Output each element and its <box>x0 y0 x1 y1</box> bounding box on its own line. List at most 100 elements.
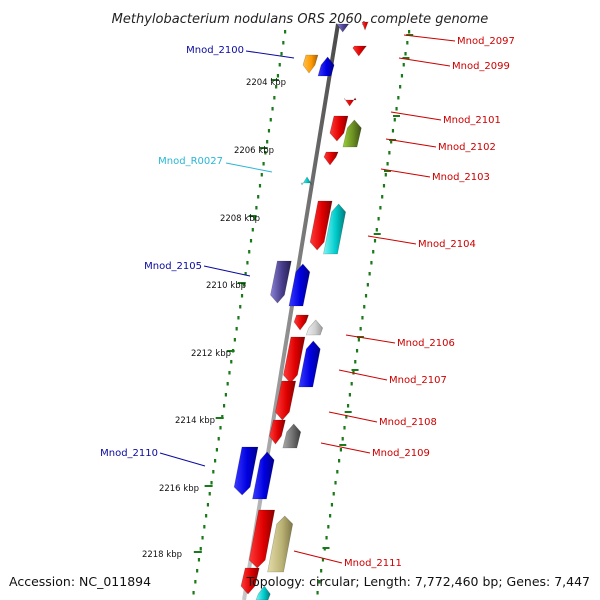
guide-dot-right <box>388 151 391 155</box>
gene-feature <box>323 203 346 255</box>
guide-dot-right <box>357 338 360 342</box>
guide-dot-right <box>338 459 341 463</box>
gene-feature <box>343 97 357 107</box>
guide-dot-left <box>258 184 262 188</box>
guide-dot-left <box>206 503 210 507</box>
guide-dot-right <box>354 360 357 364</box>
gene-label-mnod-2097[interactable]: Mnod_2097 <box>457 36 515 47</box>
gene-label-mnod-2100[interactable]: Mnod_2100 <box>186 45 244 56</box>
gene-feature <box>293 314 309 331</box>
gene-feature <box>309 200 333 251</box>
guide-dot-left <box>280 52 283 56</box>
gene-feature <box>300 176 313 186</box>
guide-dot-left <box>226 382 229 386</box>
gene-feature <box>255 585 271 600</box>
guide-dot-left <box>219 426 222 430</box>
gene-label-mnod-2109[interactable]: Mnod_2109 <box>372 448 430 459</box>
kbp-tick-labels: 2204 kbp 2206 kbp 2208 kbp 2210 kbp 2212… <box>142 78 286 560</box>
guide-dot-right <box>350 382 353 386</box>
leader-line <box>293 550 343 564</box>
tick-label: 2210 kbp <box>206 281 246 291</box>
guide-dot-left <box>257 195 260 199</box>
tick-label: 2216 kbp <box>159 484 199 494</box>
leader-line <box>320 442 371 454</box>
dotted-guides <box>192 30 411 595</box>
guide-dot-left <box>266 140 269 144</box>
right-gene-labels: Mnod_2097 Mnod_2099 Mnod_2101 Mnod_2102 … <box>344 36 515 569</box>
guide-dot-right <box>406 41 409 45</box>
guide-dot-right <box>361 316 364 320</box>
guide-dot-right <box>321 558 325 562</box>
gene-label-mnod-2110[interactable]: Mnod_2110 <box>100 448 158 459</box>
guide-dot-right <box>348 393 351 397</box>
leader-line <box>380 168 431 178</box>
guide-dot-right <box>395 107 398 111</box>
guide-dot-left <box>284 30 287 34</box>
guide-dot-right <box>404 52 407 56</box>
guide-dot-left <box>282 41 285 45</box>
guide-dot-right <box>339 448 343 452</box>
gene-feature <box>275 380 297 421</box>
guide-dot-right <box>346 404 350 408</box>
gene-label-mnod-2101[interactable]: Mnod_2101 <box>443 115 501 126</box>
guide-dot-left <box>260 173 263 177</box>
guide-dot-left <box>208 492 211 496</box>
guide-dot-right <box>393 118 396 122</box>
guide-dot-left <box>203 525 206 529</box>
leader-line <box>338 369 388 381</box>
gene-label-mnod-2103[interactable]: Mnod_2103 <box>432 172 490 183</box>
guide-dot-left <box>210 481 213 485</box>
gene-label-mnod-2105[interactable]: Mnod_2105 <box>144 261 202 272</box>
label-leader-lines <box>159 34 456 564</box>
guide-dot-right <box>375 228 378 232</box>
guide-dot-right <box>332 492 335 496</box>
guide-dot-left <box>221 415 224 419</box>
accession-text: Accession: NC_011894 <box>9 574 151 589</box>
guide-dot-left <box>242 283 245 287</box>
gene-label-mnod-2106[interactable]: Mnod_2106 <box>397 338 455 349</box>
leader-line <box>245 50 295 59</box>
guide-dot-left <box>222 404 226 408</box>
gene-label-mnod-2108[interactable]: Mnod_2108 <box>379 417 437 428</box>
guide-dot-right <box>397 96 400 100</box>
gene-feature <box>352 45 368 57</box>
gene-label-mnod-r0027[interactable]: Mnod_R0027 <box>158 156 223 167</box>
guide-dot-left <box>233 338 236 342</box>
guide-dot-right <box>330 503 334 507</box>
guide-dot-left <box>217 437 220 441</box>
gene-label-mnod-2099[interactable]: Mnod_2099 <box>452 61 510 72</box>
guide-dot-right <box>325 536 328 540</box>
guide-dot-left <box>267 129 271 133</box>
guide-dot-left <box>251 228 254 232</box>
gene-label-mnod-2102[interactable]: Mnod_2102 <box>438 142 496 153</box>
gene-feature <box>342 119 362 148</box>
guide-dot-right <box>400 74 404 78</box>
gene-feature <box>288 263 311 307</box>
gene-label-mnod-2107[interactable]: Mnod_2107 <box>389 375 447 386</box>
guide-dot-left <box>230 360 233 364</box>
gene-feature <box>240 567 260 595</box>
guide-dot-left <box>224 393 227 397</box>
guide-dot-right <box>341 437 344 441</box>
guide-dot-left <box>215 448 219 452</box>
guide-dot-left <box>275 85 278 89</box>
gene-feature <box>283 336 306 384</box>
guide-dot-left <box>194 580 197 584</box>
guide-dot-right <box>399 85 402 89</box>
guide-dot-left <box>197 558 201 562</box>
gene-feature <box>298 340 321 388</box>
guide-dot-right <box>377 217 380 221</box>
guide-dot-right <box>343 426 346 430</box>
gene-feature <box>336 23 350 33</box>
guide-dot-right <box>386 162 389 166</box>
left-gene-labels: Mnod_2100 Mnod_R0027 Mnod_2105 Mnod_2110 <box>100 45 244 459</box>
leader-line <box>390 111 442 121</box>
guide-dot-right <box>363 305 366 309</box>
guide-dot-right <box>372 250 375 254</box>
gene-label-mnod-2104[interactable]: Mnod_2104 <box>418 239 476 250</box>
gene-label-mnod-2111[interactable]: Mnod_2111 <box>344 558 402 569</box>
guide-dot-right <box>359 327 362 331</box>
guide-dot-right <box>370 261 373 265</box>
guide-dot-left <box>214 459 217 463</box>
